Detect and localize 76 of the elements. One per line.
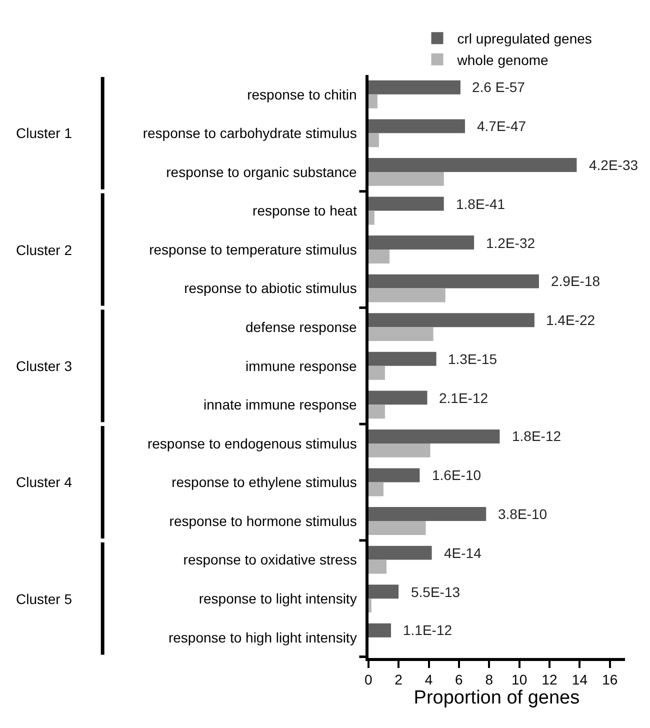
bar <box>368 366 385 380</box>
annotation: 1.8E-12 <box>512 428 562 444</box>
bar <box>368 482 384 496</box>
bar <box>368 352 436 366</box>
y-tick-label: response to endogenous stimulus <box>147 435 357 452</box>
text: Cluster 1 <box>16 125 72 141</box>
y-tick-label: response to heat <box>252 202 357 219</box>
bar <box>368 598 372 613</box>
annotation: 2.9E-18 <box>551 273 600 289</box>
y-tick-label: response to light intensity <box>198 590 357 606</box>
bar <box>368 546 432 560</box>
y-tick-label: innate immune response <box>204 396 358 413</box>
legend-label: crl upregulated genes <box>457 30 592 47</box>
x-tick-label: 0 <box>364 672 372 688</box>
bar <box>368 313 534 328</box>
annotation: 4.7E-47 <box>477 118 526 134</box>
text: Cluster 5 <box>16 591 72 607</box>
bar <box>368 210 374 225</box>
x-tick-label: 8 <box>485 672 494 688</box>
text: Cluster 2 <box>16 242 72 258</box>
x-tick-label: 6 <box>455 672 464 688</box>
text: Cluster 4 <box>16 474 72 490</box>
annotation: 1.4E-22 <box>546 312 596 328</box>
annotation: 1.1E-12 <box>403 622 452 638</box>
bar <box>368 507 486 522</box>
bar <box>368 94 378 108</box>
annotation: 2.6 E-57 <box>472 79 526 95</box>
bar <box>368 404 385 419</box>
annotation: 2.1E-12 <box>439 390 488 406</box>
legend-label: whole genome <box>456 52 549 68</box>
annotation: 5.5E-13 <box>411 584 460 600</box>
bar <box>368 288 446 302</box>
y-tick-label: response to ethylene stimulus <box>172 474 357 490</box>
x-tick-label: 10 <box>512 672 528 688</box>
annotation: 1.3E-15 <box>448 351 498 367</box>
bar <box>368 250 390 264</box>
bar <box>368 158 577 172</box>
x-tick-label: 2 <box>394 672 403 688</box>
x-tick-label: 14 <box>572 672 588 688</box>
x-tick-label: 4 <box>424 672 433 688</box>
y-tick-label: response to high light intensity <box>168 629 357 646</box>
y-tick-label: response to temperature stimulus <box>149 241 357 258</box>
text: Cluster 3 <box>16 358 72 374</box>
bar <box>368 80 460 94</box>
bar <box>368 327 434 342</box>
y-tick-label: response to carbohydrate stimulus <box>142 125 357 142</box>
bar <box>368 429 500 444</box>
annotation: 1.8E-41 <box>456 196 506 212</box>
y-tick-label: response to chitin <box>247 86 357 102</box>
bar <box>368 584 399 599</box>
bar <box>368 390 428 405</box>
y-tick-label: immune response <box>246 358 358 374</box>
x-axis-title: Proportion of genes <box>414 688 580 709</box>
bar <box>368 236 474 250</box>
bar <box>368 521 426 535</box>
annotation: 1.2E-32 <box>486 235 536 251</box>
bar <box>368 119 465 134</box>
annotation: 1.6E-10 <box>432 467 482 483</box>
bar <box>368 172 444 186</box>
bar <box>368 274 539 288</box>
bar <box>368 196 444 211</box>
annotation: 4.2E-33 <box>589 157 638 173</box>
bar <box>368 468 420 482</box>
annotation: 3.8E-10 <box>498 506 548 522</box>
y-tick-label: response to hormone stimulus <box>169 512 357 529</box>
y-tick-label: response to oxidative stress <box>183 552 357 568</box>
x-tick-label: 16 <box>602 672 618 688</box>
y-tick-label: defense response <box>246 318 358 335</box>
bar <box>368 133 379 148</box>
y-tick-label: response to organic substance <box>166 164 358 180</box>
annotation: 4E-14 <box>444 545 482 561</box>
bar <box>368 443 430 458</box>
bar <box>368 623 392 638</box>
y-tick-label: response to abiotic stimulus <box>184 280 357 296</box>
bar <box>368 560 386 574</box>
x-tick-label: 12 <box>542 672 558 688</box>
